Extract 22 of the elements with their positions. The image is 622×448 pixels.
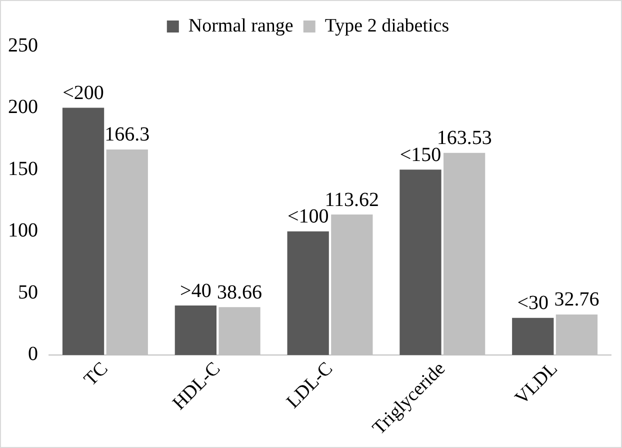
y-tick-label: 100: [8, 220, 38, 242]
bar: [62, 108, 104, 355]
y-tick-label: 200: [8, 96, 38, 118]
data-label: <200: [62, 82, 104, 104]
data-label: <100: [287, 206, 329, 228]
bar: [174, 306, 217, 355]
data-label: 166.3: [104, 124, 150, 146]
x-tick-label: TC: [80, 358, 112, 390]
data-label: 38.66: [217, 281, 262, 304]
y-tick-label: 0: [28, 343, 38, 366]
data-label: <150: [400, 144, 442, 166]
bar: [512, 318, 554, 355]
data-label: 32.76: [554, 288, 600, 311]
data-label: >40: [180, 280, 212, 302]
y-tick-label: 250: [8, 34, 38, 56]
data-label: <30: [517, 292, 549, 314]
bar: [287, 231, 329, 355]
y-tick-label: 150: [8, 158, 38, 180]
y-tick-label: 50: [18, 281, 38, 304]
bar: [400, 170, 442, 355]
legend-label: Normal range: [188, 15, 294, 36]
legend-label: Type 2 diabetics: [324, 15, 450, 36]
